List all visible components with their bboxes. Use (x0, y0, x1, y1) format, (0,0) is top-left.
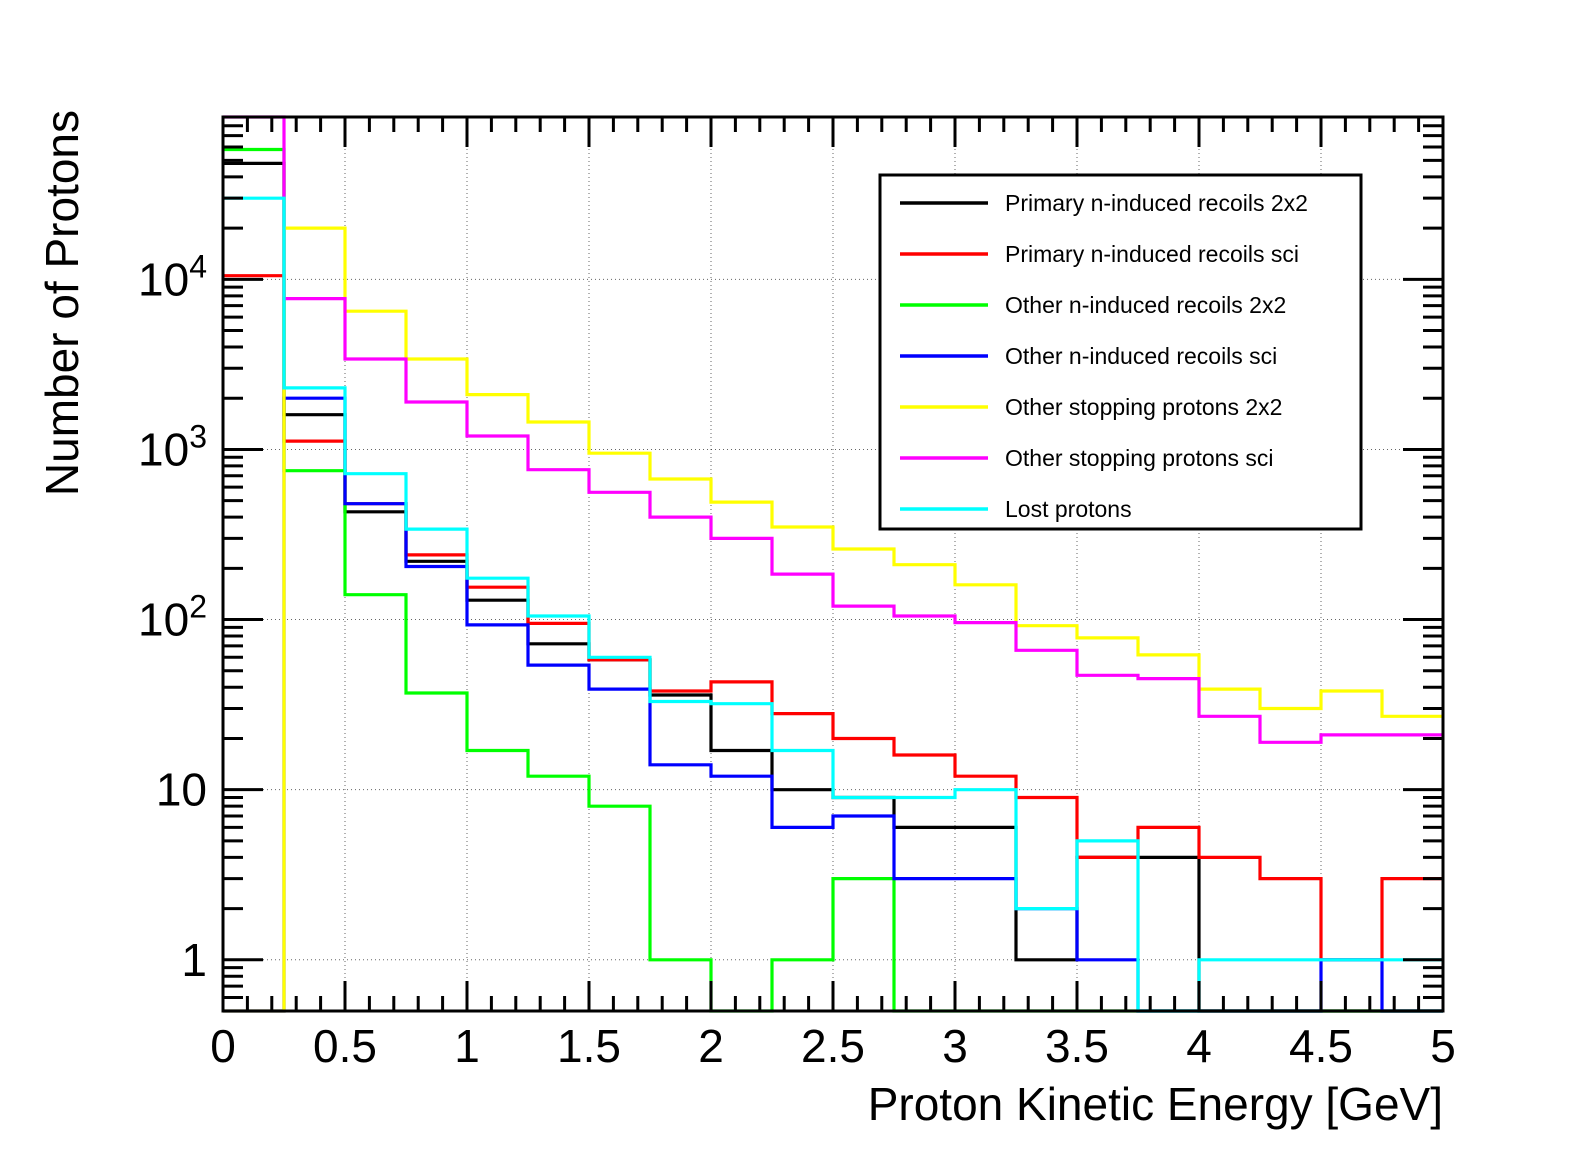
legend-label: Other stopping protons 2x2 (1005, 394, 1282, 420)
y-tick-label: 103 (138, 418, 207, 475)
legend: Primary n-induced recoils 2x2 Primary n-i… (878, 173, 1363, 531)
y-tick-label: 10 (156, 764, 207, 816)
series-line-6 (223, 115, 1443, 744)
x-tick-label: 0.5 (313, 1020, 377, 1072)
x-tick-label: 2.5 (801, 1020, 865, 1072)
x-axis-title: Proton Kinetic Energy [GeV] (868, 1078, 1443, 1130)
x-tick-label: 1 (454, 1020, 480, 1072)
x-tick-label: 0 (210, 1020, 236, 1072)
x-tick-label: 5 (1430, 1020, 1456, 1072)
x-tick-label: 3.5 (1045, 1020, 1109, 1072)
legend-label: Other n-induced recoils sci (1005, 343, 1277, 369)
x-tick-label: 2 (698, 1020, 724, 1072)
x-tick-label: 4.5 (1289, 1020, 1353, 1072)
legend-label: Lost protons (1005, 496, 1132, 522)
legend-box (878, 173, 1363, 531)
legend-label: Primary n-induced recoils 2x2 (1005, 190, 1308, 216)
x-tick-label: 4 (1186, 1020, 1212, 1072)
y-axis-title: Number of Protons (36, 110, 88, 496)
x-tick-label: 1.5 (557, 1020, 621, 1072)
y-tick-label: 102 (138, 589, 207, 646)
x-tick-label: 3 (942, 1020, 968, 1072)
axis-ticks (221, 115, 1445, 1013)
legend-label: Other stopping protons sci (1005, 445, 1273, 471)
legend-label: Other n-induced recoils 2x2 (1005, 292, 1286, 318)
legend-label: Primary n-induced recoils sci (1005, 241, 1299, 267)
series-line-5 (223, 226, 1443, 1013)
series-line-2 (223, 274, 1443, 962)
tick-labels: 0 0.5 1 1.5 2 2.5 3 3.5 4 4.5 5 1 10 102 103 104 (138, 248, 1456, 1072)
y-tick-label: 1 (181, 934, 207, 986)
y-tick-label: 104 (138, 248, 207, 305)
